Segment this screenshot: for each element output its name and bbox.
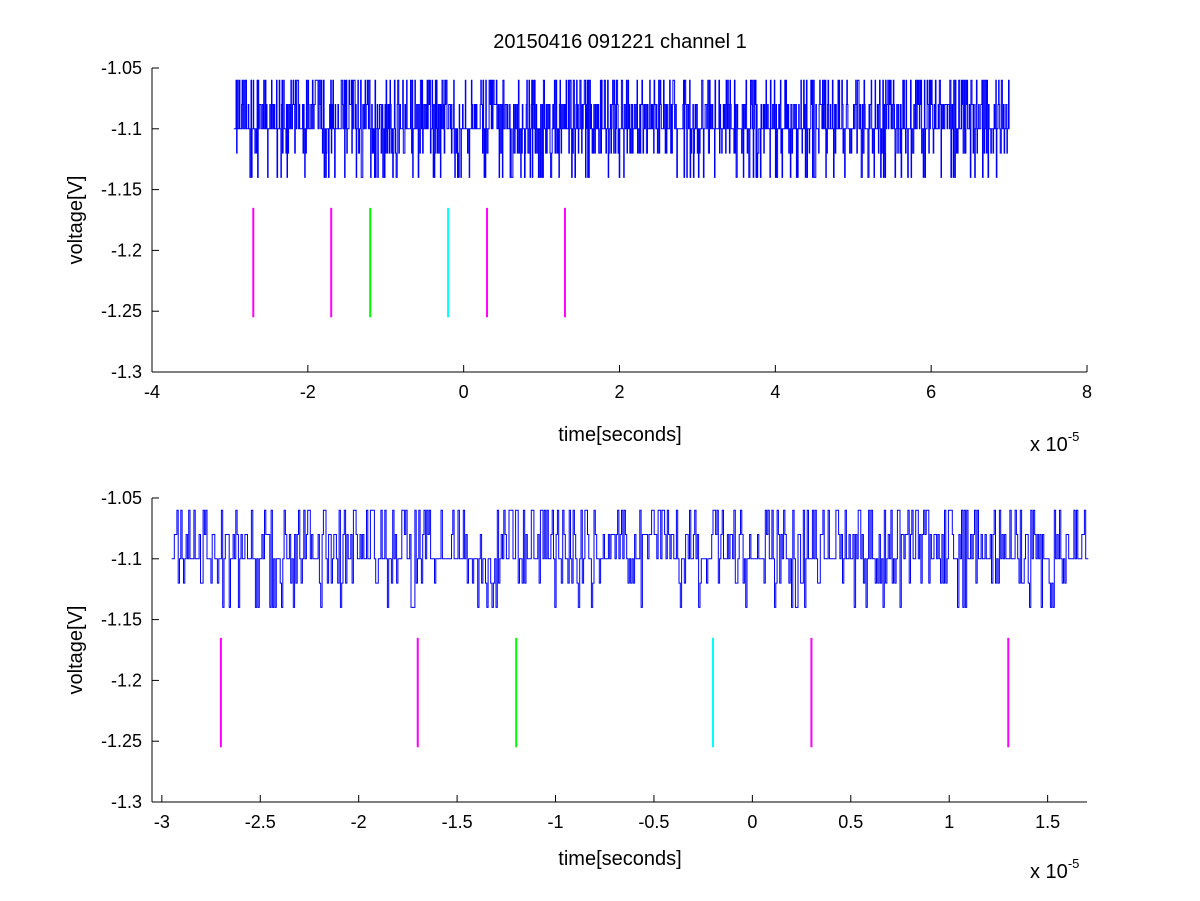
- x-multiplier-label: x 10-5: [1030, 856, 1079, 883]
- x-axis-label: time[seconds]: [558, 424, 681, 446]
- x-tick-label: -1: [548, 812, 564, 832]
- signal-trace: [233, 79, 1010, 178]
- y-tick-label: -1.3: [111, 362, 142, 382]
- y-tick-label: -1.1: [111, 119, 142, 139]
- y-tick-label: -1.15: [101, 610, 142, 630]
- ticks-group: -4 -2 0 2 4 6 8 -1.3 -1.25 -1.2 -1.15 -1.1 -1.05: [101, 58, 1092, 402]
- y-tick-label: -1.2: [111, 240, 142, 260]
- x-tick-label: 1: [944, 812, 954, 832]
- x-tick-label: -3: [154, 812, 170, 832]
- event-markers-group: [252, 207, 566, 318]
- x-tick-label: 4: [770, 382, 780, 402]
- signal-trace-group: [171, 509, 1089, 608]
- x-multiplier-exponent: -5: [1068, 429, 1080, 444]
- y-tick-label: -1.05: [101, 488, 142, 508]
- x-tick-label: 0: [459, 382, 469, 402]
- y-tick-label: -1.2: [111, 670, 142, 690]
- y-tick-label: -1.25: [101, 301, 142, 321]
- y-tick-label: -1.15: [101, 180, 142, 200]
- x-tick-label: -2: [300, 382, 316, 402]
- bottom-subplot: -3 -2.5 -2 -1.5 -1 -0.5 0 0.5 1 1.5 -1.3 -1.25 -1.2 -…: [65, 488, 1089, 883]
- signal-trace-group: [233, 79, 1010, 178]
- y-axis-label: voltage[V]: [65, 176, 87, 265]
- x-tick-label: 6: [926, 382, 936, 402]
- x-tick-label: -2.5: [245, 812, 276, 832]
- x-tick-label: 1.5: [1035, 812, 1060, 832]
- x-tick-label: -2: [351, 812, 367, 832]
- y-tick-label: -1.1: [111, 549, 142, 569]
- ticks-group: -3 -2.5 -2 -1.5 -1 -0.5 0 0.5 1 1.5 -1.3 -1.25 -1.2 -…: [101, 488, 1060, 832]
- signal-trace: [171, 509, 1089, 608]
- x-multiplier-label: x 10-5: [1030, 429, 1079, 456]
- x-multiplier-base: x 10: [1030, 434, 1068, 456]
- x-tick-label: -4: [144, 382, 160, 402]
- x-tick-label: 0.5: [838, 812, 863, 832]
- x-tick-label: 2: [614, 382, 624, 402]
- y-tick-label: -1.3: [111, 792, 142, 812]
- y-tick-label: -1.05: [101, 58, 142, 78]
- x-multiplier-base: x 10: [1030, 861, 1068, 883]
- x-tick-label: 0: [747, 812, 757, 832]
- chart-title: 20150416 091221 channel 1: [493, 31, 747, 53]
- top-subplot: 20150416 091221 channel 1 -4 -2 0 2 4 6 8-1.3-…: [65, 31, 1092, 456]
- event-markers-group: [219, 637, 1010, 748]
- x-multiplier-exponent: -5: [1068, 856, 1080, 871]
- x-axis-label: time[seconds]: [558, 848, 681, 870]
- x-tick-label: -1.5: [442, 812, 473, 832]
- x-tick-label: -0.5: [638, 812, 669, 832]
- x-tick-label: 8: [1082, 382, 1092, 402]
- y-tick-label: -1.25: [101, 731, 142, 751]
- y-axis-label: voltage[V]: [65, 606, 87, 695]
